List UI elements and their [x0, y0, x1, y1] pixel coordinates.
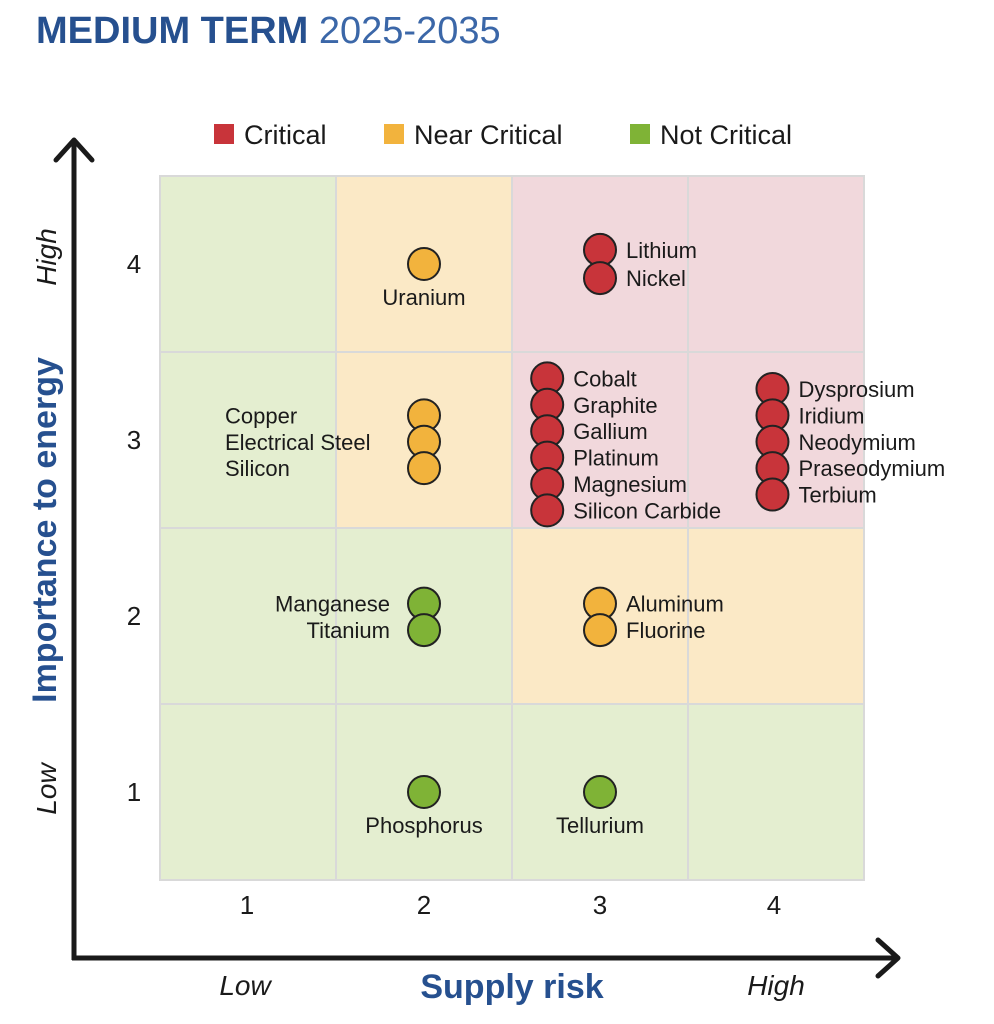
marker-nickel — [583, 261, 617, 296]
legend-swatch-near-critical — [384, 124, 404, 144]
title-light: 2025-2035 — [318, 10, 501, 52]
y-axis-low-label: Low — [31, 762, 62, 815]
marker-uranium — [407, 247, 441, 281]
legend-label-critical: Critical — [244, 120, 327, 150]
label-neodymium: Neodymium — [798, 430, 915, 455]
marker-terbium — [755, 477, 790, 512]
label-fluorine: Fluorine — [626, 618, 705, 643]
label-cobalt: Cobalt — [573, 366, 637, 391]
marker-silicon — [407, 451, 441, 486]
label-manganese: Manganese — [275, 592, 390, 617]
grid-cells — [159, 175, 865, 881]
label-silicon: Silicon — [225, 456, 290, 481]
label-lithium: Lithium — [626, 238, 697, 263]
cell-critical — [687, 175, 865, 353]
cell-not-critical — [687, 703, 865, 881]
marker-phosphorus — [407, 775, 441, 809]
label-silicon-carbide: Silicon Carbide — [573, 498, 721, 523]
axis-labels: Supply risk Low High Importance to energ… — [26, 228, 805, 1006]
legend-swatch-not-critical — [630, 124, 650, 144]
legend-label-not-critical: Not Critical — [660, 120, 792, 150]
label-iridium: Iridium — [798, 403, 864, 428]
legend-label-near-critical: Near Critical — [414, 120, 563, 150]
y-axis-arrow — [53, 137, 95, 163]
label-tellurium: Tellurium — [556, 813, 644, 838]
y-axis-high-label: High — [31, 228, 62, 286]
x-axis-arrow — [875, 937, 901, 979]
x-tick-4: 4 — [767, 890, 781, 920]
cell-not-critical — [159, 175, 337, 353]
label-praseodymium: Praseodymium — [798, 456, 945, 481]
data-points: Lithium Nickel CobaltGraphiteGalliumPlatin… — [225, 232, 945, 838]
y-tick-2: 2 — [127, 601, 141, 631]
marker-fluorine — [583, 613, 617, 648]
label-nickel: Nickel — [626, 266, 686, 291]
label-phosphorus: Phosphorus — [365, 813, 482, 838]
legend: Critical Near Critical Not Critical — [214, 120, 792, 150]
cell-near-critical — [687, 527, 865, 705]
label-graphite: Graphite — [573, 393, 657, 418]
x-axis-low-label: Low — [219, 970, 272, 1001]
cell-not-critical — [159, 703, 337, 881]
label-terbium: Terbium — [798, 483, 876, 508]
y-tick-4: 4 — [127, 249, 141, 279]
x-axis-label: Supply risk — [420, 968, 603, 1006]
label-magnesium: Magnesium — [573, 472, 687, 497]
x-tick-2: 2 — [417, 890, 431, 920]
marker-tellurium — [583, 775, 617, 809]
x-axis-high-label: High — [747, 970, 805, 1001]
x-tick-3: 3 — [593, 890, 607, 920]
label-copper: Copper — [225, 403, 297, 428]
y-tick-1: 1 — [127, 777, 141, 807]
y-axis-label: Importance to energy — [26, 357, 64, 703]
label-aluminum: Aluminum — [626, 592, 724, 617]
tick-labels: 1 2 3 4 1 2 3 4 — [127, 249, 781, 920]
x-tick-1: 1 — [240, 890, 254, 920]
marker-titanium — [407, 613, 441, 648]
label-platinum: Platinum — [573, 446, 659, 471]
page-title: MEDIUM TERM 2025-2035 — [36, 10, 501, 53]
title-bold: MEDIUM TERM — [36, 10, 309, 52]
label-uranium: Uranium — [382, 285, 465, 310]
label-dysprosium: Dysprosium — [798, 377, 914, 402]
label-electrical-steel: Electrical Steel — [225, 430, 371, 455]
label-titanium: Titanium — [306, 618, 390, 643]
cell-not-critical — [159, 527, 337, 705]
marker-silicon-carbide — [530, 493, 565, 528]
label-gallium: Gallium — [573, 419, 648, 444]
axes — [53, 137, 901, 979]
legend-swatch-critical — [214, 124, 234, 144]
y-tick-3: 3 — [127, 425, 141, 455]
